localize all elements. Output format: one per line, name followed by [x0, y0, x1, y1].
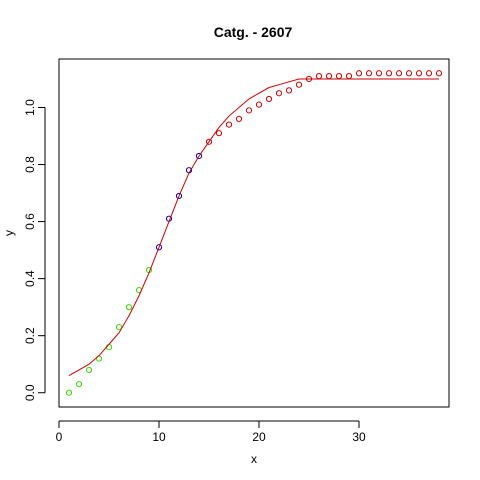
y-tick-label: 0.8 [23, 156, 37, 173]
y-tick-label: 0.4 [23, 270, 37, 287]
data-point [355, 70, 363, 77]
data-point [385, 70, 393, 77]
data-point [425, 70, 433, 77]
x-tick-label: 10 [152, 430, 166, 444]
data-point [85, 366, 93, 374]
x-axis: 0 10 20 30 [56, 420, 366, 444]
data-point [175, 192, 183, 200]
data-point [325, 73, 333, 80]
data-point [345, 73, 353, 80]
y-tick-label: 0.0 [23, 384, 37, 401]
data-point [65, 389, 73, 396]
data-point [215, 130, 223, 137]
data-point [335, 73, 343, 80]
x-tick-label: 0 [56, 430, 63, 444]
x-tick-label: 20 [252, 430, 266, 444]
data-point [155, 244, 163, 251]
data-point [195, 152, 203, 160]
data-point [415, 70, 423, 77]
x-tick-label: 30 [352, 430, 366, 444]
y-tick-label: 0.6 [23, 213, 37, 230]
data-point [125, 304, 133, 311]
series-layer [65, 70, 443, 396]
y-tick-label: 0.2 [23, 327, 37, 344]
data-point [285, 87, 293, 94]
chart-title: Catg. - 2607 [214, 24, 293, 40]
data-point [225, 121, 233, 128]
data-point [295, 81, 303, 88]
data-point [235, 115, 243, 123]
data-point [315, 73, 323, 80]
data-point [245, 107, 253, 114]
data-point [105, 343, 113, 351]
data-point [275, 90, 283, 97]
data-point [75, 381, 83, 388]
plot-frame [58, 58, 450, 408]
y-axis-label: y [2, 230, 16, 236]
data-point [405, 70, 413, 77]
data-point [115, 324, 123, 331]
y-axis: 0.0 0.2 0.4 0.6 0.8 1.0 [23, 99, 46, 401]
data-point [265, 95, 273, 103]
data-point [205, 138, 213, 145]
data-point [395, 70, 403, 77]
x-axis-label: x [251, 452, 257, 466]
y-tick-label: 1.0 [23, 99, 37, 116]
data-point [435, 70, 443, 77]
data-point [255, 101, 263, 108]
data-point [375, 70, 383, 77]
fitted-curve-line [68, 78, 439, 377]
data-point [365, 70, 373, 77]
